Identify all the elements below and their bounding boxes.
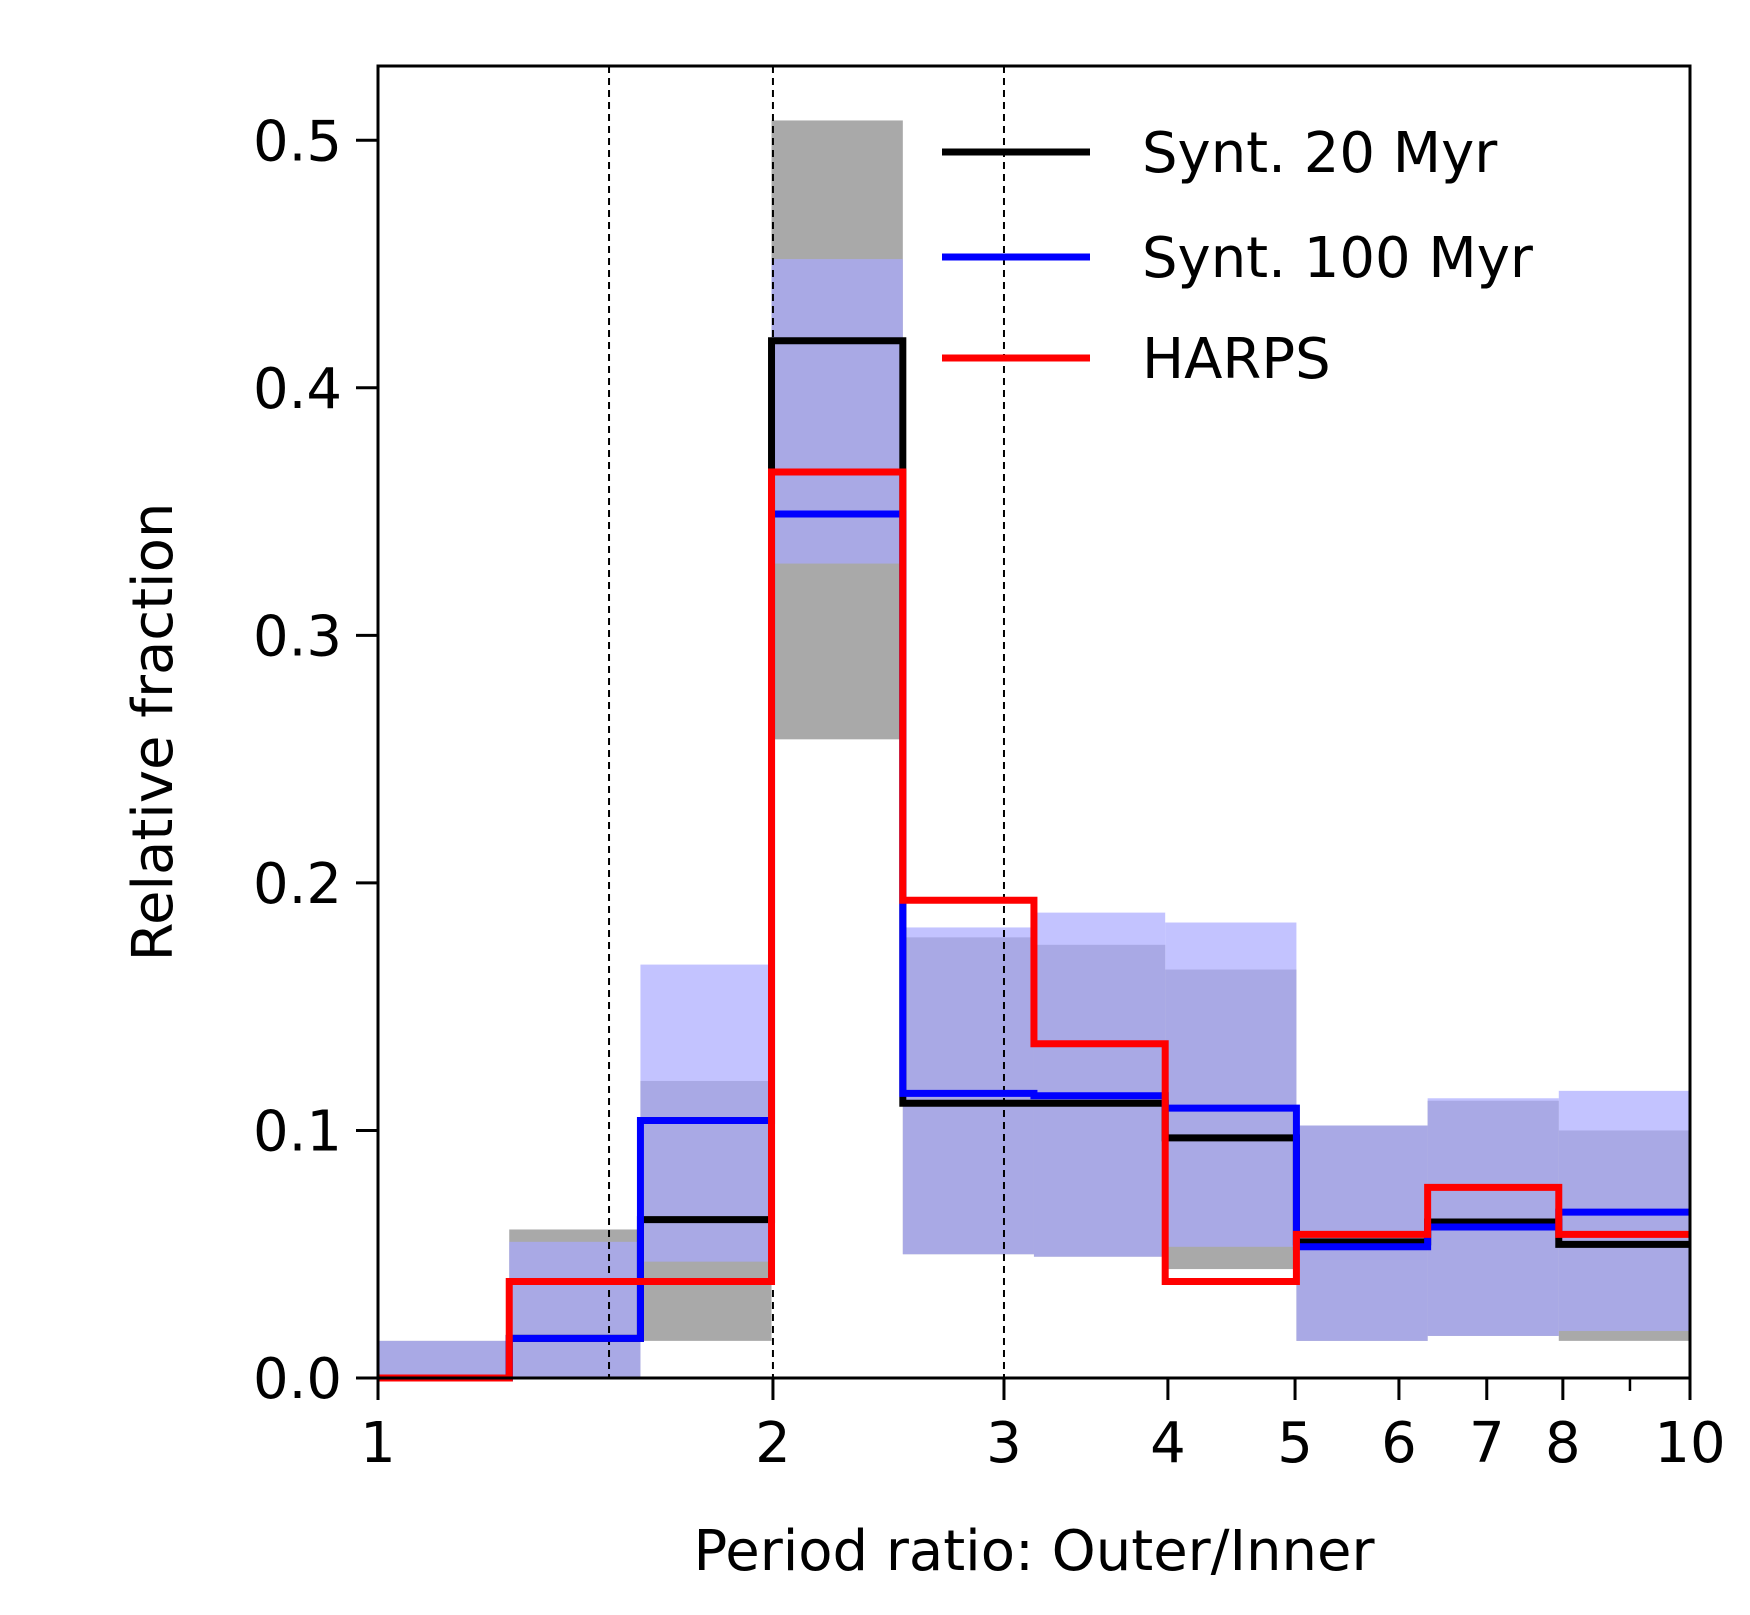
x-axis-title: Period ratio: Outer/Inner [693,1519,1375,1584]
y-axis-ticks: 0.0 0.1 0.2 0.3 0.4 0.5 [253,109,378,1412]
legend-label-synt-20-myr: Synt. 20 Myr [1142,121,1498,186]
x-tick-label-6: 6 [1381,1411,1417,1476]
y-tick-label-0.5: 0.5 [253,109,342,174]
synt-100-myr-band-6 [1033,912,1166,1257]
x-tick-label-3: 3 [986,1411,1022,1476]
x-tick-label-1: 1 [360,1411,396,1476]
legend-label-synt-100-myr: Synt. 100 Myr [1142,226,1534,291]
y-tick-label-0.3: 0.3 [253,604,342,669]
x-tick-label-10: 10 [1654,1411,1725,1476]
synt-100-myr-band-7 [1165,922,1297,1247]
synt-100-myr-band-1 [378,1340,510,1378]
x-axis-ticks: 1 2 3 4 5 6 7 8 10 [360,1378,1726,1476]
legend: Synt. 20 Myr Synt. 100 Myr HARPS [942,121,1534,392]
y-axis-title: Relative fraction [121,503,186,962]
synt-100-myr-band-9 [1427,1098,1559,1336]
y-tick-label-0.0: 0.0 [253,1347,342,1412]
y-tick-label-0.1: 0.1 [253,1099,342,1164]
synt-100-myr-band-3 [640,964,772,1262]
synt-100-myr-band-2 [509,1241,641,1378]
x-tick-label-4: 4 [1150,1411,1186,1476]
axes-frame [376,64,1692,1380]
harps-step-line [378,468,1690,1382]
histogram-step-lines [378,337,1690,1382]
y-tick-label-0.4: 0.4 [253,357,342,422]
x-tick-label-2: 2 [755,1411,791,1476]
synt-100-myr-band-4 [771,259,903,564]
x-tick-label-8: 8 [1545,1411,1581,1476]
x-tick-label-7: 7 [1469,1411,1505,1476]
legend-label-harps: HARPS [1142,327,1331,392]
x-tick-label-5: 5 [1277,1411,1313,1476]
y-tick-label-0.2: 0.2 [253,852,342,917]
